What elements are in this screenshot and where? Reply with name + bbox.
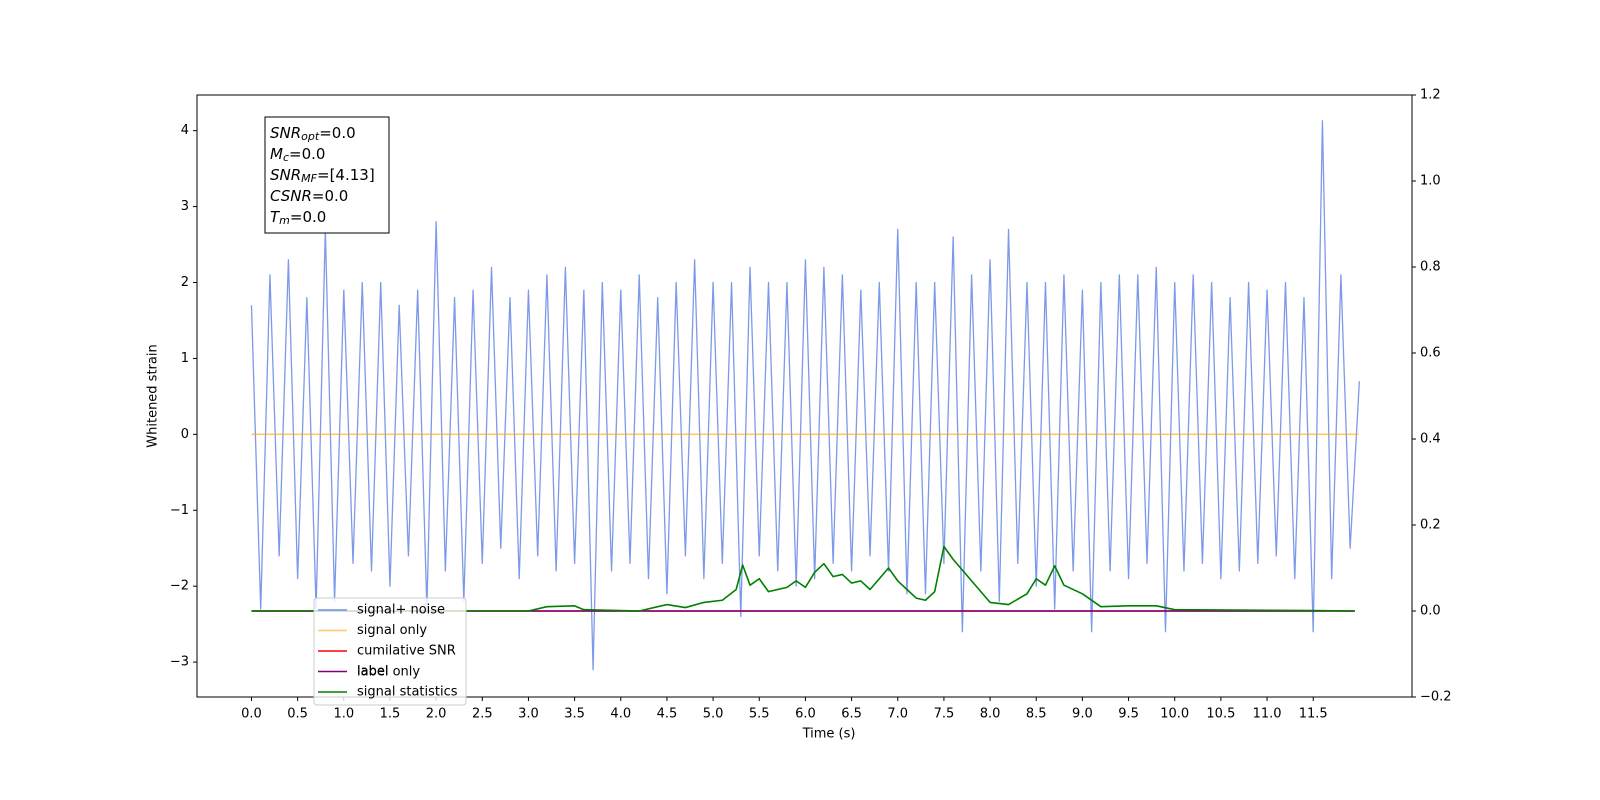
- annotation-text: =0.0: [319, 124, 355, 142]
- y-tick-label: −2: [170, 579, 189, 594]
- y-tick-label: 3: [181, 199, 189, 214]
- x-tick-label: 3.0: [518, 707, 539, 722]
- annotation-text: =[4.13]: [317, 166, 375, 184]
- y-tick-label: 0: [181, 427, 189, 442]
- x-tick-label: 2.5: [472, 707, 493, 722]
- x-tick-label: 0.5: [287, 707, 308, 722]
- y2-tick-label: 1.2: [1420, 88, 1441, 103]
- y2-tick-label: 0.0: [1420, 604, 1441, 619]
- y2-tick-label: 0.4: [1420, 432, 1441, 447]
- annotation-line: Tm=0.0: [270, 208, 326, 228]
- legend-label: signal+ noise: [357, 603, 445, 618]
- y-tick-label: −3: [170, 655, 189, 670]
- annotation-subscript: c: [283, 151, 289, 164]
- x-tick-label: 10.5: [1206, 707, 1235, 722]
- x-tick-label: 9.5: [1118, 707, 1139, 722]
- annotation-text: =0.0: [290, 208, 326, 226]
- y2-tick-label: −0.2: [1420, 690, 1452, 705]
- annotation-symbol: T: [270, 208, 281, 226]
- x-tick-label: 2.0: [426, 707, 447, 722]
- x-tick-label: 0.0: [241, 707, 262, 722]
- annotation-text: =0.0: [289, 145, 325, 163]
- y2-tick-label: 1.0: [1420, 174, 1441, 189]
- x-axis-label: Time (s): [802, 727, 856, 742]
- annotation-symbol: M: [270, 145, 283, 163]
- x-tick-label: 8.5: [1026, 707, 1047, 722]
- annotation-box: [264, 116, 390, 234]
- legend-label: signal statistics: [357, 685, 458, 700]
- annotation-line: Mc=0.0: [270, 145, 325, 165]
- y2-tick-label: 0.8: [1420, 260, 1441, 275]
- y-tick-label: −1: [170, 503, 189, 518]
- x-tick-label: 6.0: [795, 707, 816, 722]
- legend-label: label: [357, 664, 388, 679]
- x-tick-label: 4.0: [610, 707, 631, 722]
- x-tick-label: 8.0: [980, 707, 1001, 722]
- series-line: [250, 120, 1361, 671]
- annotation-line: CSNR=0.0: [270, 187, 348, 205]
- y-tick-label: 2: [181, 275, 189, 290]
- x-tick-label: 1.0: [333, 707, 354, 722]
- x-tick-label: 11.5: [1299, 707, 1328, 722]
- x-tick-label: 9.0: [1072, 707, 1093, 722]
- x-tick-label: 10.0: [1160, 707, 1189, 722]
- x-tick-label: 6.5: [841, 707, 862, 722]
- x-tick-label: 3.5: [564, 707, 585, 722]
- annotation-subscript: m: [279, 214, 290, 227]
- annotation-symbol: CSNR: [270, 187, 312, 205]
- y-tick-label: 1: [181, 351, 189, 366]
- x-tick-label: 7.5: [934, 707, 955, 722]
- legend-label: cumilative SNR: [357, 644, 456, 659]
- series-line: [251, 545, 1355, 612]
- x-tick-label: 5.0: [703, 707, 724, 722]
- x-tick-label: 4.5: [657, 707, 678, 722]
- legend-box: [313, 597, 467, 706]
- y2-tick-label: 0.2: [1420, 518, 1441, 533]
- annotation-symbol: SNR: [270, 124, 301, 142]
- x-tick-label: 5.5: [749, 707, 770, 722]
- x-tick-label: 11.0: [1253, 707, 1282, 722]
- y-axis-label: Whitened strain: [146, 344, 161, 447]
- axes-frame: [196, 94, 1413, 698]
- y-tick-label: 4: [181, 123, 189, 138]
- annotation-line: SNRopt=0.0: [270, 124, 356, 144]
- legend-hidden-text: label only: [357, 665, 420, 680]
- annotation-subscript: opt: [301, 130, 320, 143]
- annotation-subscript: MF: [301, 172, 317, 185]
- annotation-symbol: SNR: [270, 166, 301, 184]
- legend-label: signal only: [357, 623, 427, 638]
- x-tick-label: 1.5: [380, 707, 401, 722]
- y2-tick-label: 0.6: [1420, 346, 1441, 361]
- x-tick-label: 7.0: [887, 707, 908, 722]
- annotation-text: =0.0: [312, 187, 348, 205]
- annotation-line: SNRMF=[4.13]: [270, 166, 375, 186]
